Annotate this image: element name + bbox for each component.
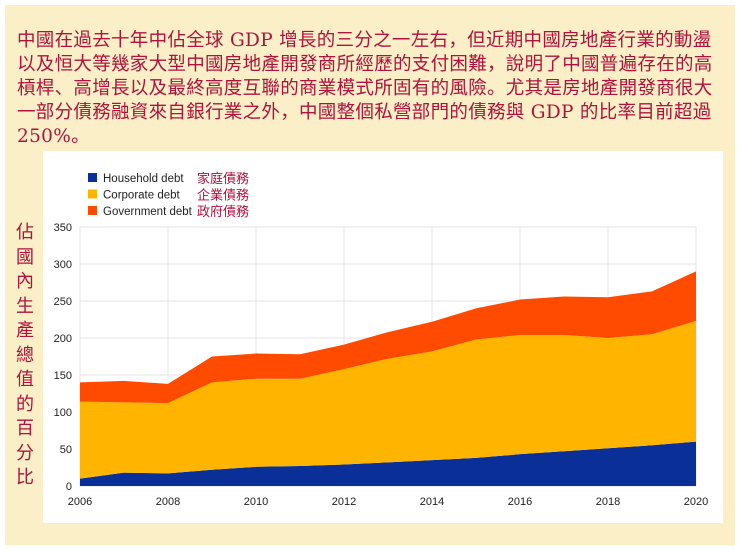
y-tick-label: 350 xyxy=(54,222,72,234)
legend-label: Government debt xyxy=(103,206,193,218)
area-government-debt xyxy=(80,271,696,404)
x-tick-label: 2012 xyxy=(332,496,356,508)
legend-swatch xyxy=(88,189,97,199)
y-axis-label-char: 值 xyxy=(16,369,34,390)
x-tick-label: 2006 xyxy=(68,496,92,508)
x-tick-label: 2014 xyxy=(420,496,444,508)
y-axis-label-char: 比 xyxy=(16,467,34,488)
legend-swatch xyxy=(88,173,97,182)
y-axis-label-char: 總 xyxy=(16,344,34,366)
x-tick-label: 2016 xyxy=(508,496,532,508)
y-tick-label: 100 xyxy=(54,407,72,419)
y-tick-label: 300 xyxy=(54,259,72,271)
x-tick-label: 2008 xyxy=(156,496,180,508)
y-axis-label-char: 產 xyxy=(16,320,34,341)
legend-label-zh: 政府債務 xyxy=(197,205,249,220)
y-axis-label-char: 國 xyxy=(16,246,34,268)
description-text: 中國在過去十年中佔全球 GDP 增長的三分之一左右，但近期中國房地產行業的動盪以… xyxy=(17,30,713,147)
y-axis-label-char: 內 xyxy=(16,271,34,292)
y-axis-label: 佔國內生產總值的百分比 xyxy=(13,221,37,491)
area-corporate-debt xyxy=(80,320,696,479)
legend-label: Corporate debt xyxy=(103,190,181,202)
y-tick-label: 50 xyxy=(60,444,72,456)
legend-label-zh: 企業債務 xyxy=(197,188,249,204)
y-axis-label-char: 佔 xyxy=(16,222,34,243)
y-axis-label-char: 百 xyxy=(16,418,34,439)
y-tick-label: 250 xyxy=(54,296,72,308)
slide: 中國在過去十年中佔全球 GDP 增長的三分之一左右，但近期中國房地產行業的動盪以… xyxy=(5,5,735,545)
y-tick-label: 150 xyxy=(54,370,72,382)
legend-label: Household debt xyxy=(103,173,184,185)
x-tick-label: 2020 xyxy=(684,496,708,508)
stacked-area-chart: 0 50 100 150 200 250 300 350 2006 2008 2010 2012 201… xyxy=(54,171,709,508)
x-tick-label: 2010 xyxy=(244,496,268,508)
chart-panel: 0 50 100 150 200 250 300 350 2006 2008 2010 2012 201… xyxy=(43,151,723,523)
area-household-debt xyxy=(80,441,696,486)
y-tick-label: 0 xyxy=(66,481,72,493)
legend-label-zh: 家庭債務 xyxy=(197,171,249,187)
y-axis-label-char: 生 xyxy=(16,295,34,317)
y-tick-label: 200 xyxy=(54,333,72,345)
legend-swatch xyxy=(88,206,97,215)
y-axis-label-char: 分 xyxy=(16,442,34,464)
x-tick-label: 2018 xyxy=(596,496,620,508)
y-axis-label-char: 的 xyxy=(16,393,34,415)
